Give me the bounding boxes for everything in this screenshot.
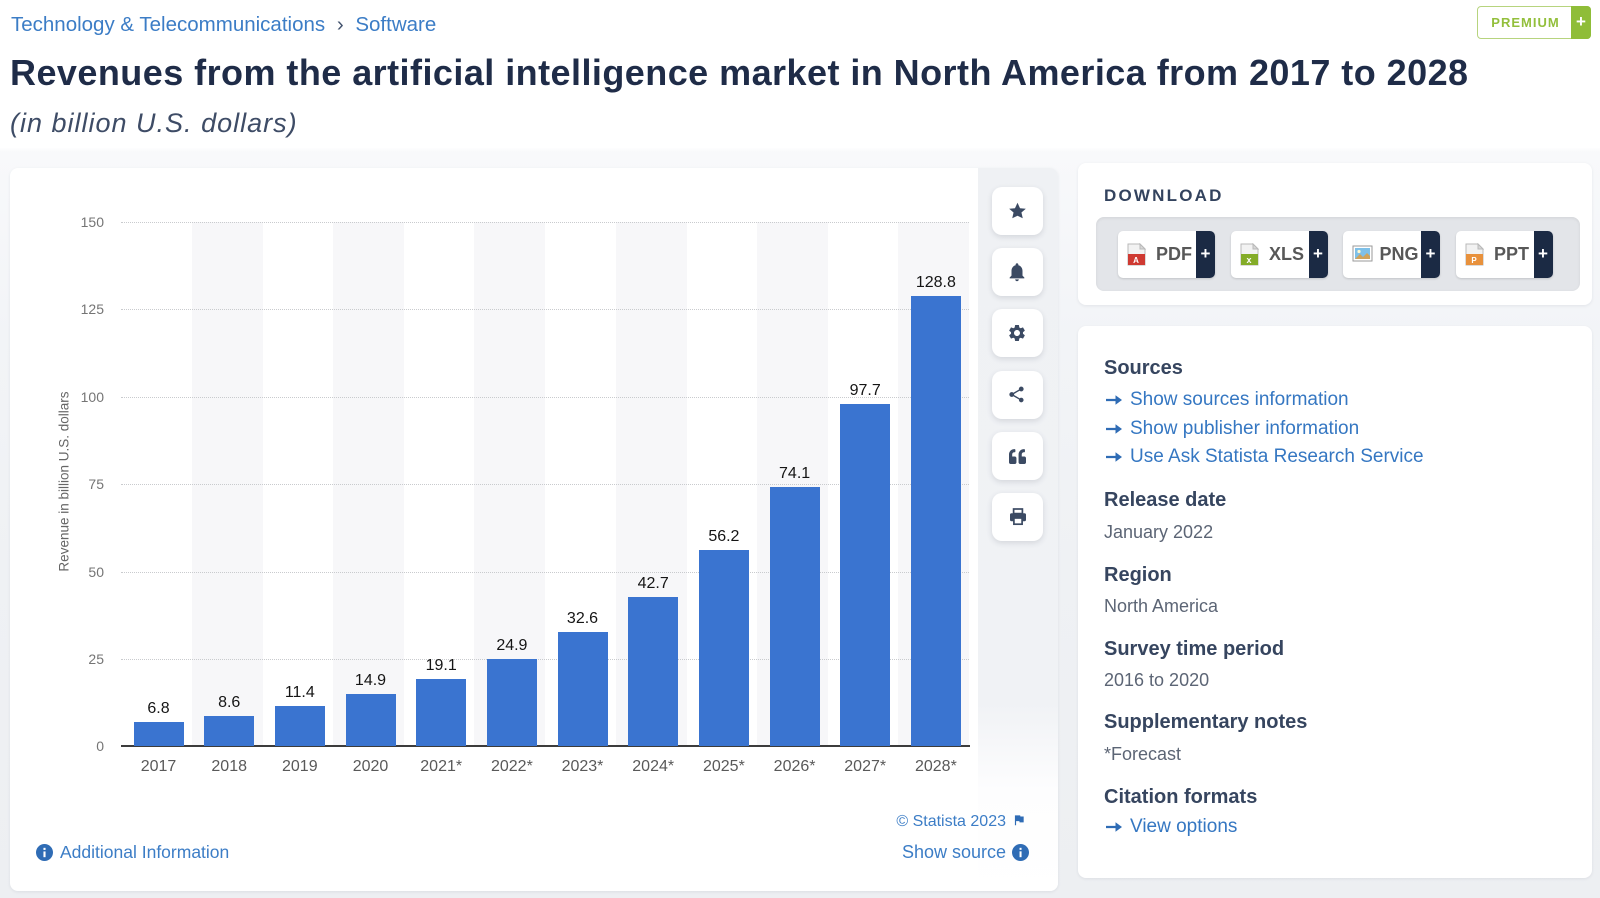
svg-text:x: x xyxy=(1246,255,1251,265)
svg-text:A: A xyxy=(1133,256,1139,265)
svg-text:P: P xyxy=(1471,256,1477,265)
